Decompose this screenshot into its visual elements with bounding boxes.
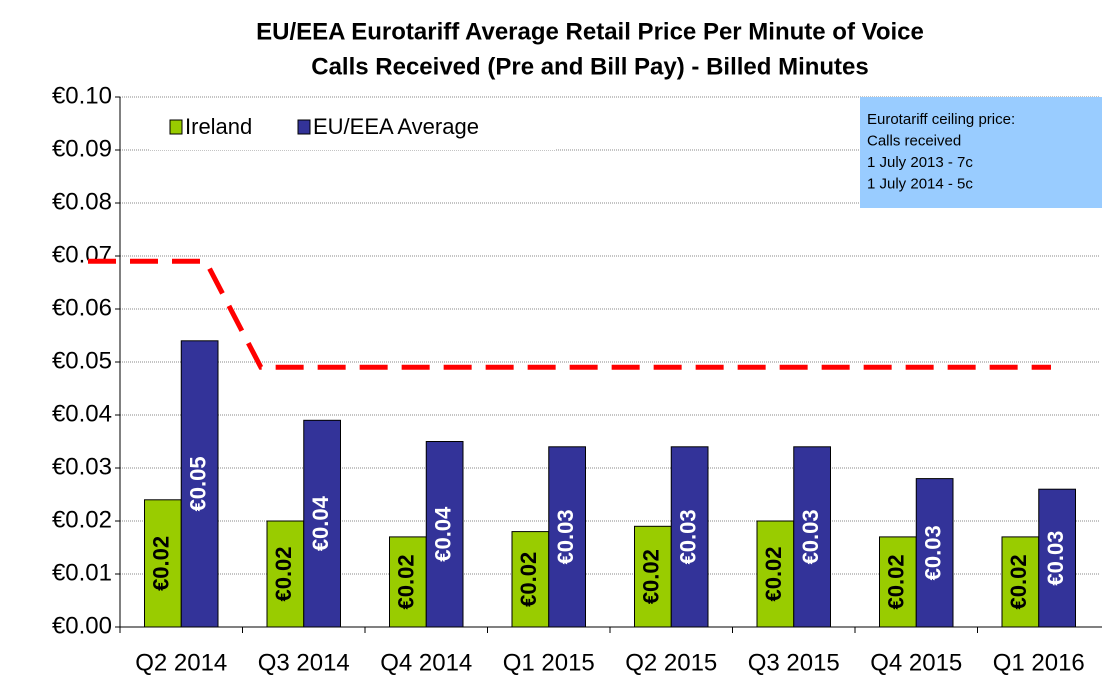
bar	[303, 419, 341, 628]
value-label: €0.02	[884, 554, 909, 609]
bar	[634, 525, 672, 628]
y-tick-label: €0.05	[52, 347, 112, 374]
value-label: €0.02	[761, 546, 786, 601]
x-tick-label: Q3 2015	[748, 649, 840, 676]
x-tick-label: Q2 2015	[625, 649, 717, 676]
y-tick-label: €0.03	[52, 453, 112, 480]
value-label: €0.03	[1043, 531, 1068, 586]
annotation-text: Calls received	[867, 132, 961, 149]
value-label: €0.03	[675, 509, 700, 564]
y-tick-label: €0.07	[52, 241, 112, 268]
y-tick-label: €0.06	[52, 294, 112, 321]
bar	[879, 536, 917, 628]
y-tick-label: €0.10	[52, 82, 112, 109]
x-tick-label: Q2 2014	[135, 649, 227, 676]
legend-label: EU/EEA Average	[313, 114, 479, 139]
bar	[670, 446, 709, 628]
ceiling-line	[88, 258, 1051, 370]
value-label: €0.05	[185, 456, 210, 511]
value-label: €0.02	[516, 552, 541, 607]
bar	[180, 340, 219, 628]
annotation-text: 1 July 2013 - 7c	[867, 154, 973, 171]
value-label: €0.02	[639, 549, 664, 604]
bar	[548, 446, 586, 628]
x-tick-label: Q4 2014	[380, 649, 472, 676]
legend-box	[150, 100, 555, 150]
bar	[793, 446, 831, 628]
bar	[915, 478, 954, 628]
y-tick-label: €0.00	[52, 612, 112, 639]
bar	[756, 520, 795, 628]
bar	[1038, 488, 1076, 628]
value-label: €0.03	[920, 525, 945, 580]
value-label: €0.02	[394, 554, 419, 609]
annotation-box	[860, 97, 1102, 208]
legend-swatch	[297, 119, 311, 135]
value-label: €0.02	[149, 536, 174, 591]
value-label: €0.02	[1006, 554, 1031, 609]
x-tick-label: Q1 2015	[503, 649, 595, 676]
annotation-text: Eurotariff ceiling price:	[867, 111, 1015, 128]
y-tick-label: €0.01	[52, 559, 112, 586]
chart-title: Calls Received (Pre and Bill Pay) - Bill…	[311, 53, 869, 80]
chart-title: EU/EEA Eurotariff Average Retail Price P…	[256, 18, 924, 45]
y-tick-label: €0.04	[52, 400, 112, 427]
value-label: €0.03	[798, 509, 823, 564]
value-label: €0.03	[553, 509, 578, 564]
value-label: €0.04	[308, 495, 333, 551]
x-tick-label: Q4 2015	[870, 649, 962, 676]
y-tick-label: €0.08	[52, 188, 112, 215]
bar	[425, 441, 464, 628]
x-tick-label: Q3 2014	[258, 649, 350, 676]
value-label: €0.02	[271, 546, 296, 601]
x-tick-label: Q1 2016	[993, 649, 1085, 676]
legend-swatch	[169, 119, 183, 135]
legend-label: Ireland	[185, 114, 252, 139]
y-tick-label: €0.09	[52, 135, 112, 162]
bar	[511, 531, 550, 628]
annotation-text: 1 July 2014 - 5c	[867, 175, 973, 192]
value-label: €0.04	[430, 506, 455, 562]
bar	[1001, 536, 1040, 628]
y-tick-label: €0.02	[52, 506, 112, 533]
